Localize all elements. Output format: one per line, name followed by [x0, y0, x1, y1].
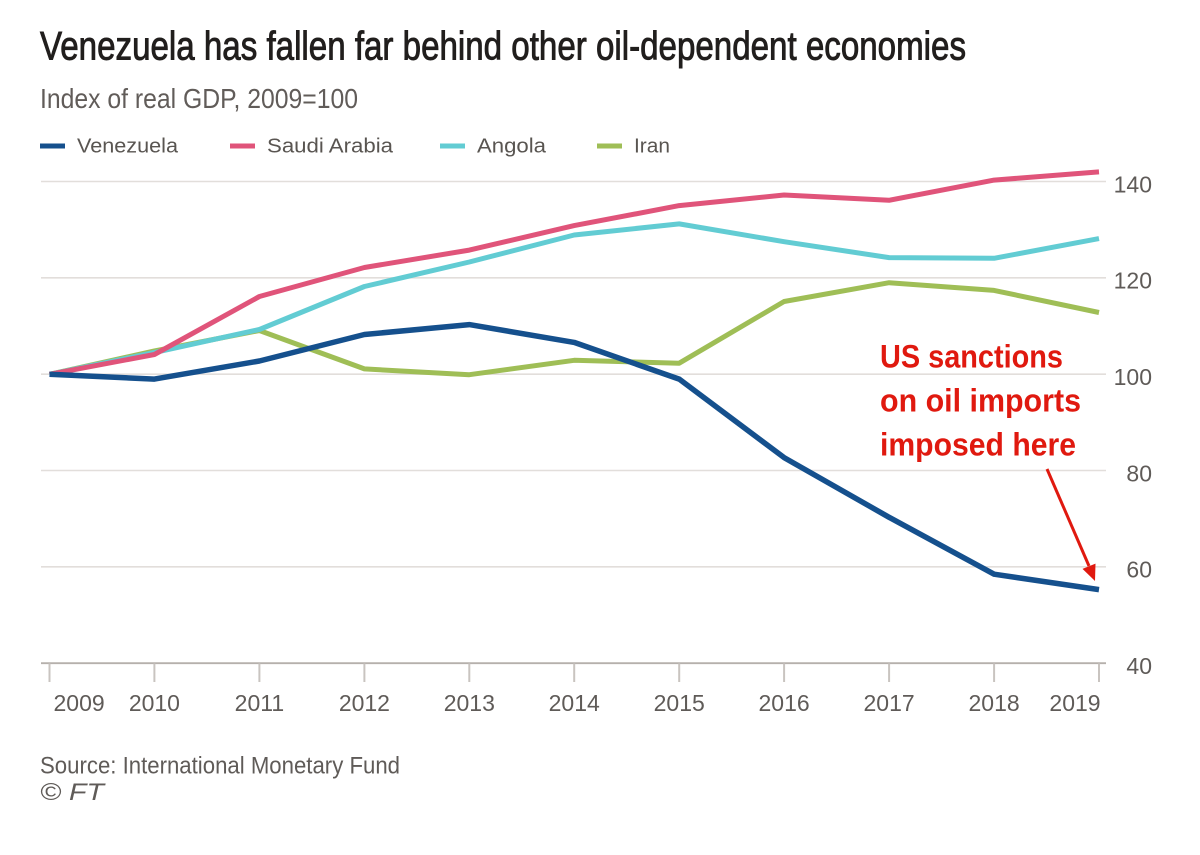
svg-text:Iran: Iran — [634, 136, 670, 158]
svg-text:on oil imports: on oil imports — [880, 383, 1081, 419]
svg-text:120: 120 — [1114, 268, 1152, 294]
svg-text:80: 80 — [1126, 460, 1152, 486]
svg-text:2015: 2015 — [654, 690, 705, 716]
svg-text:2009: 2009 — [54, 690, 105, 716]
svg-text:2010: 2010 — [129, 690, 180, 716]
svg-text:2019: 2019 — [1049, 690, 1100, 716]
svg-text:2013: 2013 — [444, 690, 495, 716]
svg-text:Venezuela has fallen far behin: Venezuela has fallen far behind other oi… — [40, 25, 966, 69]
svg-text:Index of real GDP, 2009=100: Index of real GDP, 2009=100 — [40, 83, 358, 114]
svg-text:2014: 2014 — [549, 690, 600, 716]
svg-text:Saudi Arabia: Saudi Arabia — [267, 136, 394, 158]
svg-text:Angola: Angola — [477, 136, 547, 158]
svg-text:2011: 2011 — [235, 690, 284, 716]
svg-text:US sanctions: US sanctions — [880, 339, 1063, 375]
svg-text:40: 40 — [1126, 653, 1152, 679]
svg-text:100: 100 — [1114, 364, 1152, 390]
svg-text:Venezuela: Venezuela — [77, 136, 179, 158]
svg-text:© FT: © FT — [40, 779, 107, 806]
svg-text:imposed here: imposed here — [880, 427, 1076, 463]
svg-text:2017: 2017 — [864, 690, 915, 716]
svg-text:140: 140 — [1114, 171, 1152, 197]
svg-text:2018: 2018 — [969, 690, 1020, 716]
svg-text:2016: 2016 — [759, 690, 810, 716]
svg-text:2012: 2012 — [339, 690, 390, 716]
svg-text:Source: International Monetary: Source: International Monetary Fund — [40, 753, 400, 780]
svg-text:60: 60 — [1126, 557, 1152, 583]
